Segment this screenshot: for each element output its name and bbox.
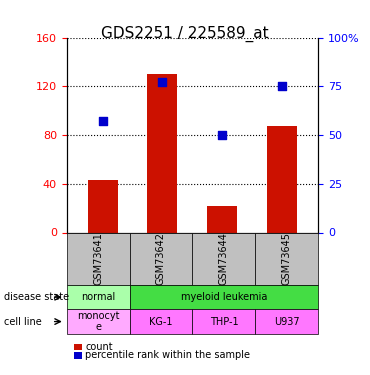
- Text: normal: normal: [81, 292, 115, 302]
- Point: [279, 83, 285, 89]
- Text: GSM73645: GSM73645: [282, 232, 292, 285]
- Point: [159, 80, 165, 86]
- Text: monocyt
e: monocyt e: [77, 311, 119, 332]
- Text: percentile rank within the sample: percentile rank within the sample: [85, 350, 250, 360]
- Text: KG-1: KG-1: [149, 316, 173, 327]
- Point: [100, 118, 105, 124]
- Text: GDS2251 / 225589_at: GDS2251 / 225589_at: [101, 26, 269, 42]
- Bar: [267, 126, 297, 232]
- Text: GSM73641: GSM73641: [93, 232, 103, 285]
- Point: [219, 132, 225, 138]
- Text: U937: U937: [274, 316, 300, 327]
- Text: disease state: disease state: [4, 292, 69, 302]
- Bar: [88, 180, 118, 232]
- Text: count: count: [85, 342, 113, 352]
- Bar: [148, 74, 178, 232]
- Text: THP-1: THP-1: [209, 316, 238, 327]
- Text: GSM73642: GSM73642: [156, 232, 166, 285]
- Text: cell line: cell line: [4, 316, 41, 327]
- Bar: [207, 206, 237, 232]
- Text: myeloid leukemia: myeloid leukemia: [181, 292, 267, 302]
- Text: GSM73644: GSM73644: [219, 232, 229, 285]
